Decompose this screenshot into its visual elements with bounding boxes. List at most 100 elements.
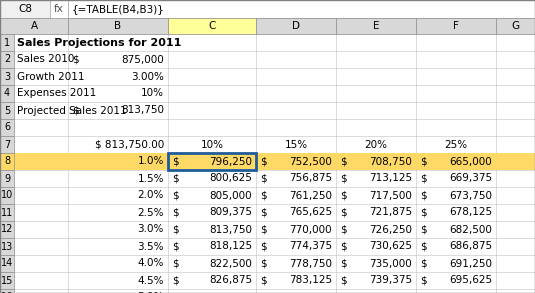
Text: 3: 3	[4, 71, 10, 81]
Text: 2: 2	[4, 54, 10, 64]
Text: $: $	[420, 241, 426, 251]
Text: $: $	[340, 190, 347, 200]
Text: 10%: 10%	[201, 139, 224, 149]
Text: 813,750: 813,750	[209, 224, 252, 234]
Text: $: $	[172, 207, 179, 217]
Text: Sales 2010: Sales 2010	[17, 54, 74, 64]
Text: 665,000: 665,000	[449, 156, 492, 166]
Text: 813,750: 813,750	[121, 105, 164, 115]
Text: 756,875: 756,875	[289, 173, 332, 183]
Text: 796,250: 796,250	[209, 156, 252, 166]
Text: 669,375: 669,375	[449, 173, 492, 183]
Text: 752,500: 752,500	[289, 156, 332, 166]
Text: 713,125: 713,125	[369, 173, 412, 183]
Bar	[0, 238, 14, 255]
Text: 739,375: 739,375	[369, 275, 412, 285]
Text: 673,750: 673,750	[449, 190, 492, 200]
Text: C: C	[208, 21, 216, 31]
Text: 875,000: 875,000	[121, 54, 164, 64]
Text: fx: fx	[54, 4, 64, 14]
Text: C8: C8	[18, 4, 32, 14]
Text: 10: 10	[1, 190, 13, 200]
Bar	[0, 204, 14, 221]
Text: $: $	[340, 292, 347, 293]
Bar	[496, 153, 535, 170]
Text: Projected Sales 2011: Projected Sales 2011	[17, 105, 127, 115]
Text: 12: 12	[1, 224, 13, 234]
Text: 831,250: 831,250	[209, 292, 252, 293]
Bar	[336, 153, 416, 170]
Bar	[68, 0, 535, 18]
Text: F: F	[453, 21, 459, 31]
Text: $: $	[260, 241, 266, 251]
Text: $: $	[340, 173, 347, 183]
Text: 800,625: 800,625	[209, 173, 252, 183]
Text: 4.5%: 4.5%	[137, 275, 164, 285]
Text: $: $	[172, 224, 179, 234]
Text: 2.0%: 2.0%	[137, 190, 164, 200]
Bar	[0, 255, 14, 272]
Bar	[0, 102, 14, 119]
Text: 787,500: 787,500	[289, 292, 332, 293]
Text: 809,375: 809,375	[209, 207, 252, 217]
Bar	[68, 153, 168, 170]
Text: A: A	[30, 21, 37, 31]
Bar	[0, 153, 14, 170]
Bar	[496, 18, 535, 34]
Text: $: $	[420, 190, 426, 200]
Text: 700,000: 700,000	[449, 292, 492, 293]
Text: $: $	[172, 173, 179, 183]
Text: 826,875: 826,875	[209, 275, 252, 285]
Text: $: $	[260, 190, 266, 200]
Text: 774,375: 774,375	[289, 241, 332, 251]
Text: 1.5%: 1.5%	[137, 173, 164, 183]
Text: 3.00%: 3.00%	[131, 71, 164, 81]
Text: $: $	[340, 156, 347, 166]
Text: 726,250: 726,250	[369, 224, 412, 234]
Text: 818,125: 818,125	[209, 241, 252, 251]
Text: 682,500: 682,500	[449, 224, 492, 234]
Text: Sales Projections for 2011: Sales Projections for 2011	[17, 38, 181, 47]
Text: D: D	[292, 21, 300, 31]
Text: 805,000: 805,000	[209, 190, 252, 200]
Text: 721,875: 721,875	[369, 207, 412, 217]
Text: 14: 14	[1, 258, 13, 268]
Text: $: $	[420, 224, 426, 234]
Text: Growth 2011: Growth 2011	[17, 71, 85, 81]
Text: 2.5%: 2.5%	[137, 207, 164, 217]
Bar	[256, 18, 336, 34]
Bar	[0, 272, 14, 289]
Text: 730,625: 730,625	[369, 241, 412, 251]
Text: 25%: 25%	[445, 139, 468, 149]
Text: $: $	[340, 241, 347, 251]
Text: 16: 16	[1, 292, 13, 293]
Text: 717,500: 717,500	[369, 190, 412, 200]
Bar	[416, 153, 496, 170]
Text: 1: 1	[4, 38, 10, 47]
Text: $ 813,750.00: $ 813,750.00	[95, 139, 164, 149]
Bar	[336, 18, 416, 34]
Bar	[0, 289, 14, 293]
Text: $: $	[172, 241, 179, 251]
Text: 761,250: 761,250	[289, 190, 332, 200]
Bar	[416, 18, 496, 34]
Text: 822,500: 822,500	[209, 258, 252, 268]
Text: 708,750: 708,750	[369, 156, 412, 166]
Text: $: $	[340, 207, 347, 217]
Bar	[0, 0, 50, 18]
Text: E: E	[373, 21, 379, 31]
Text: 686,875: 686,875	[449, 241, 492, 251]
Text: $: $	[420, 207, 426, 217]
Text: $: $	[172, 156, 179, 166]
Text: $: $	[260, 275, 266, 285]
Bar	[168, 153, 256, 170]
Bar	[0, 136, 14, 153]
Text: 691,250: 691,250	[449, 258, 492, 268]
Text: 4: 4	[4, 88, 10, 98]
Text: 695,625: 695,625	[449, 275, 492, 285]
Text: 9: 9	[4, 173, 10, 183]
Text: $: $	[260, 156, 266, 166]
Text: 3.5%: 3.5%	[137, 241, 164, 251]
Text: $: $	[420, 275, 426, 285]
Text: 735,000: 735,000	[369, 258, 412, 268]
